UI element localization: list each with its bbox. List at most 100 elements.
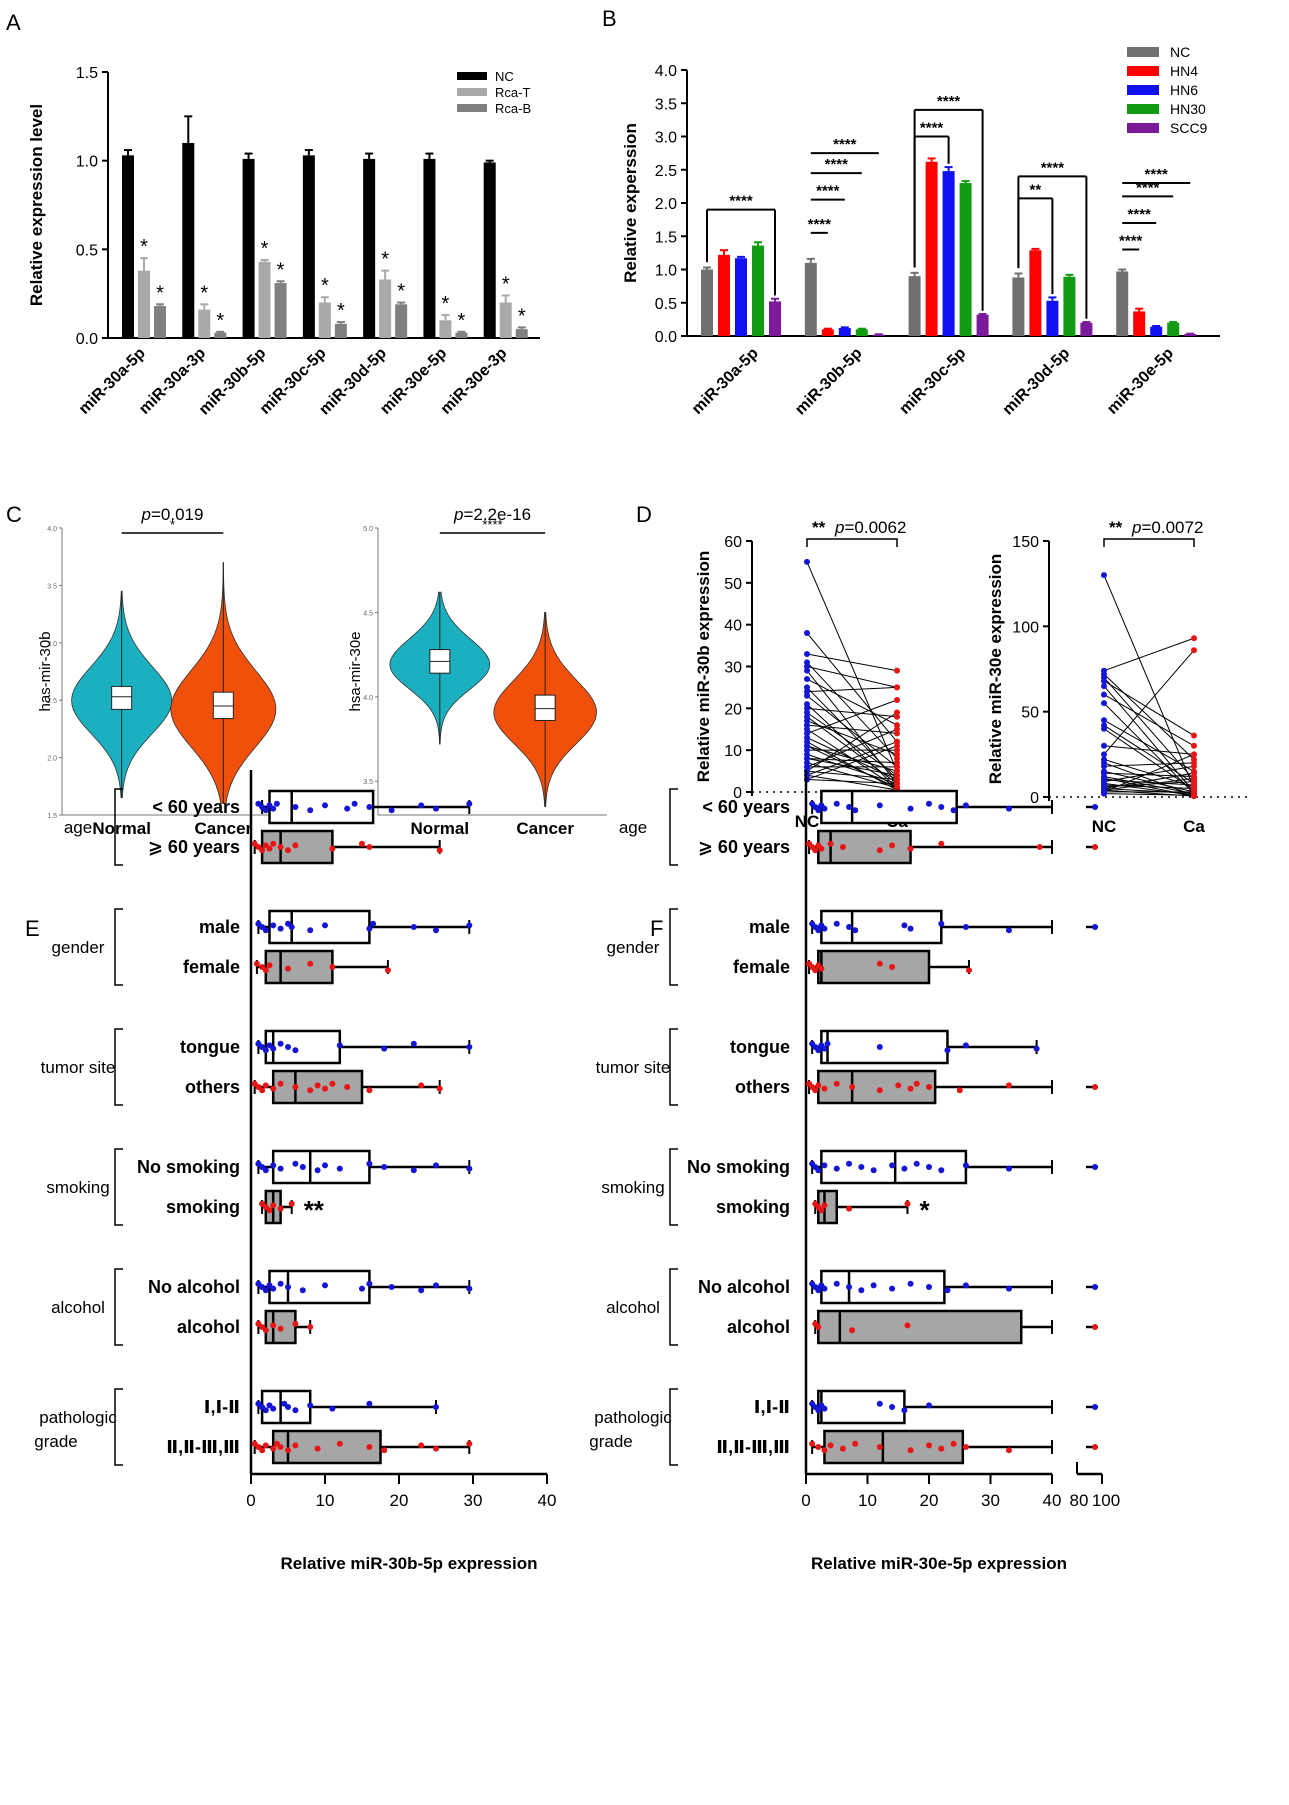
- ca-point: [894, 768, 900, 775]
- significance-bracket: [1103, 538, 1195, 547]
- data-point: [907, 925, 914, 932]
- data-point: [292, 1084, 299, 1090]
- y-axis-label: hsa-mir-30e: [347, 631, 364, 711]
- panel-label-f: F: [650, 916, 663, 941]
- p-value: =2.2e-16: [463, 505, 531, 524]
- y-tick-label: 1.5: [76, 65, 98, 82]
- nc-point: [1101, 787, 1107, 794]
- y-tick-label: 0.0: [655, 329, 677, 346]
- data-point: [815, 927, 822, 934]
- bar: [182, 142, 195, 338]
- significance-star: *: [397, 281, 405, 303]
- data-point: [266, 1207, 273, 1214]
- nc-point: [1101, 677, 1107, 684]
- data-point: [262, 967, 269, 974]
- legend-label: NC: [1170, 44, 1190, 60]
- ca-point: [894, 784, 900, 791]
- x-tick-label: 30: [981, 1491, 1000, 1510]
- panel-label-c: C: [6, 502, 22, 527]
- group-label: smoking: [46, 1178, 109, 1197]
- data-point: [846, 1205, 853, 1212]
- pair-line: [806, 699, 898, 734]
- data-point: [336, 1440, 343, 1447]
- pair-line: [806, 666, 898, 688]
- bar: [274, 283, 287, 338]
- data-point: [277, 1165, 284, 1172]
- significance-label: **: [304, 1195, 325, 1225]
- nc-point: [804, 705, 810, 712]
- bar: [242, 158, 255, 338]
- data-point: [466, 922, 473, 929]
- box: [264, 949, 334, 985]
- data-point: [818, 845, 825, 852]
- data-point: [285, 965, 291, 972]
- data-point: [827, 840, 834, 847]
- data-point: [926, 1402, 932, 1409]
- bar: [1012, 277, 1025, 336]
- data-point: [329, 845, 336, 852]
- data-point: [329, 964, 336, 970]
- data-point: [314, 1445, 321, 1452]
- bar: [334, 323, 347, 338]
- data-point: [913, 1080, 920, 1087]
- ca-point: [894, 772, 900, 779]
- group-bracket: [669, 908, 678, 986]
- data-point: [926, 1442, 932, 1449]
- box: [268, 789, 375, 825]
- data-point: [270, 1202, 277, 1209]
- y-tick-label: 4.5: [363, 610, 373, 617]
- data-point: [901, 1407, 908, 1414]
- data-point: [926, 1284, 932, 1290]
- p-symbol: p: [141, 505, 151, 524]
- panel-c-left-violin: 1.5 2.0 2.5 3.0 3.5 4.0 has-mir-30b Normal Cance…: [37, 505, 283, 838]
- data-point: [292, 1442, 299, 1449]
- nc-point: [804, 558, 810, 565]
- data-point: [839, 1445, 846, 1452]
- bar: [439, 320, 452, 338]
- data-point: [1005, 1082, 1012, 1089]
- y-tick-label: 100: [1012, 619, 1039, 636]
- nc-point: [804, 717, 810, 724]
- ca-point: [1191, 742, 1197, 749]
- data-point: [821, 1285, 828, 1292]
- significance-label: ****: [1128, 206, 1152, 223]
- group-label: tumor site: [596, 1058, 671, 1077]
- nc-point: [804, 709, 810, 716]
- data-point: [833, 1280, 840, 1287]
- nc-point: [1101, 572, 1107, 579]
- data-point: [336, 1042, 343, 1049]
- data-point: [299, 1164, 306, 1170]
- significance-label: ****: [937, 93, 961, 110]
- nc-point: [804, 663, 810, 670]
- data-point: [815, 1287, 822, 1294]
- data-point: [277, 1280, 284, 1287]
- data-point: [418, 1442, 425, 1449]
- group-bracket: [114, 1268, 123, 1346]
- significance-star: *: [277, 259, 285, 281]
- row-label: < 60 years: [702, 797, 790, 817]
- pair-line: [1103, 719, 1195, 772]
- data-point: [901, 1165, 908, 1172]
- data-point: [329, 1080, 336, 1087]
- bar: [804, 262, 817, 336]
- data-point: [410, 924, 417, 930]
- bar: [925, 161, 938, 336]
- pair-line: [1103, 770, 1195, 793]
- data-point: [889, 1285, 896, 1292]
- data-point: [818, 1207, 825, 1214]
- data-point: [876, 1400, 883, 1407]
- data-point: [466, 1440, 473, 1447]
- pair-line: [806, 632, 898, 743]
- bar: [1133, 311, 1146, 336]
- data-point: [384, 967, 391, 974]
- data-point: [366, 1160, 373, 1167]
- significance-label: *: [919, 1195, 930, 1225]
- data-point: [466, 1165, 473, 1172]
- nc-point: [804, 650, 810, 657]
- data-point: [292, 1160, 299, 1167]
- bar: [1150, 326, 1163, 336]
- legend-swatch: [1127, 66, 1159, 76]
- pair-line: [1103, 765, 1195, 783]
- data-point: [1092, 1084, 1098, 1090]
- data-point: [839, 844, 846, 850]
